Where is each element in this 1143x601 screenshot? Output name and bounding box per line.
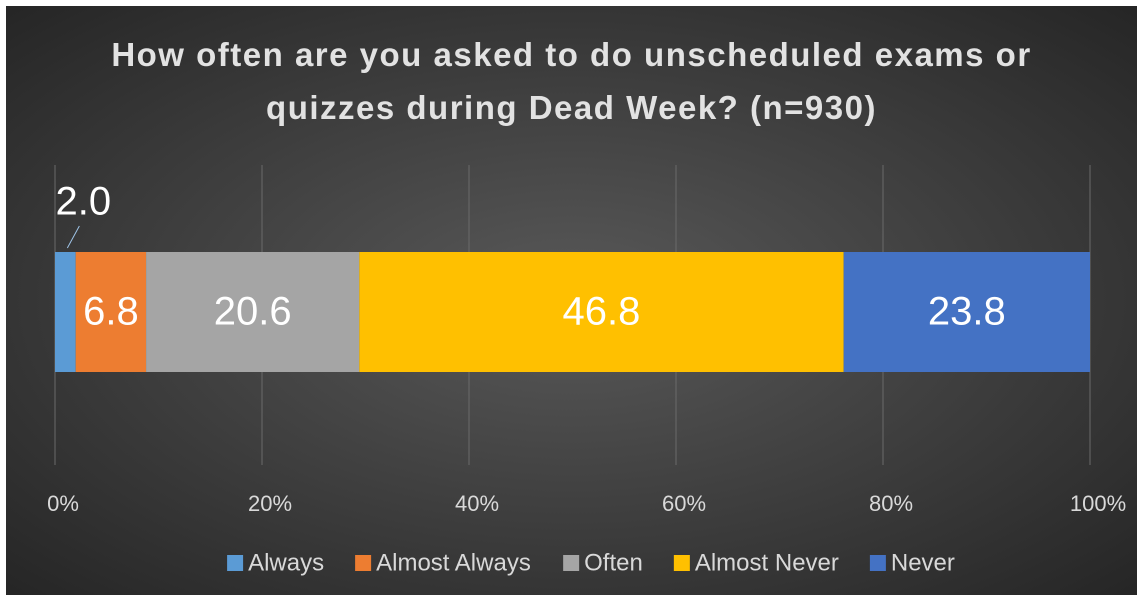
data-label: 20.6: [214, 290, 292, 334]
data-label: 23.8: [928, 290, 1006, 334]
bar-segment: [843, 252, 1090, 372]
bar-segment: [55, 252, 76, 372]
legend-label: Almost Always: [376, 549, 531, 576]
legend-swatch: [563, 555, 580, 571]
legend-swatch: [355, 555, 372, 571]
legend-label: Almost Never: [695, 549, 839, 576]
x-tick-label: 60%: [662, 491, 706, 516]
data-label: 2.0: [56, 180, 112, 224]
chart-title: How often are you asked to do unschedule…: [111, 36, 1032, 126]
data-label: 6.8: [83, 290, 139, 334]
legend-swatch: [869, 555, 886, 571]
x-tick-label: 100%: [1070, 491, 1126, 516]
legend-label: Often: [584, 549, 643, 576]
legend-label: Never: [891, 549, 955, 576]
legend-label: Always: [248, 549, 324, 576]
x-tick-label: 20%: [248, 491, 292, 516]
bar-segment: [359, 252, 844, 372]
x-tick-label: 0%: [47, 491, 79, 516]
legend-swatch: [227, 555, 244, 571]
bar-segment: [75, 252, 147, 372]
leader-line: [66, 225, 80, 249]
data-label: 46.8: [563, 290, 641, 334]
legend-swatch: [673, 555, 690, 571]
bar-segment: [146, 252, 360, 372]
x-tick-label: 40%: [455, 491, 499, 516]
x-tick-label: 80%: [869, 491, 913, 516]
